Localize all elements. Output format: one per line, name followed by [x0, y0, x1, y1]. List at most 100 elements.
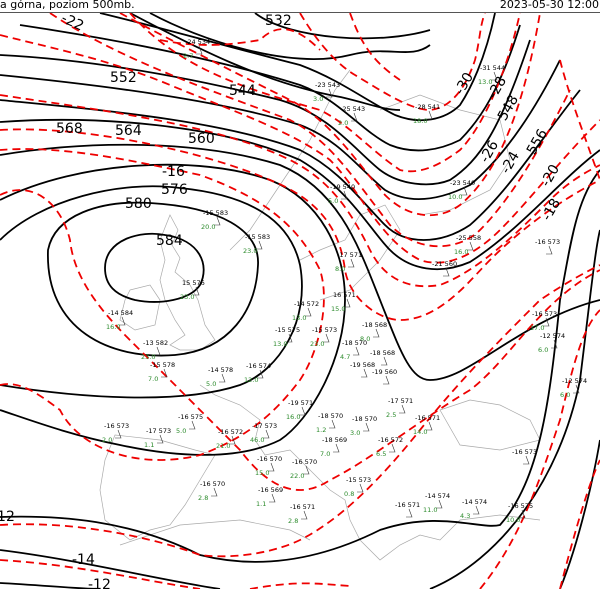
station-plot: -24 534 2.7 [183, 38, 210, 60]
isoline-568 [0, 143, 600, 381]
wind-barb-icon [257, 369, 264, 379]
station-plot: -17 571 8.0 [335, 251, 362, 273]
station-temp-height: -16 573 [532, 310, 557, 318]
station-plot: -15 575 13.0 [273, 326, 300, 348]
isoline-552 [0, 39, 531, 186]
wind-barb-icon [406, 508, 413, 518]
isotherm-minus12b [249, 582, 351, 589]
isotherm-minus18 [0, 128, 600, 321]
label-geopotential: 560 [188, 131, 215, 147]
station-plots: -24 534 2.7 -23 543 3.0 -25 543 2.0 -28 541 18.… [102, 38, 587, 525]
station-temp-height: -16 575 [508, 502, 533, 510]
station-temp-height: -17 571 [337, 251, 362, 259]
station-temp-height: -14 584 [108, 309, 133, 317]
wind-barb-icon [357, 483, 364, 493]
station-plot: -16 573 17.0 [530, 310, 557, 332]
station-plot: -15 573 0.8 [344, 476, 371, 498]
station-plot: -16 573 [512, 448, 537, 465]
station-secondary-value: 6.0 [560, 391, 570, 399]
station-plot: -14 574 11.0 [423, 492, 450, 514]
station-plot: -14 572 13.0 [292, 300, 319, 322]
station-temp-height: -17 573 [252, 422, 277, 430]
station-secondary-value: 8.0 [335, 265, 345, 273]
wind-barb-icon [363, 422, 370, 432]
wind-barb-icon [305, 307, 312, 317]
station-plot: -25 558 16.0 [454, 234, 481, 256]
wind-barb-icon [461, 186, 468, 196]
isotherm-minus26 [119, 13, 541, 217]
station-temp-height: -31 544 [480, 64, 505, 72]
station-plot: -23 543 3.0 [313, 81, 340, 103]
station-temp-height: 15 576 [182, 279, 205, 287]
station-temp-height: -24 534 [185, 38, 210, 46]
station-temp-height: -16 573 [535, 238, 560, 246]
isoline-540 [129, 13, 401, 111]
station-temp-height: -14 572 [294, 300, 319, 308]
station-secondary-value: 13.0 [273, 340, 287, 348]
station-plot: -16 571 [395, 501, 420, 518]
wind-barb-icon [381, 356, 388, 366]
map-title: a górna, poziom 500mb. [0, 0, 135, 11]
station-plot: -16 571 2.8 [288, 503, 315, 525]
isoline-south-2 [0, 229, 600, 589]
station-secondary-value: 6.0 [538, 346, 548, 354]
isotherm-minus24 [49, 13, 571, 247]
station-plot: -16 573 2.0 [102, 422, 129, 444]
station-secondary-value: 16.0 [106, 323, 120, 331]
station-secondary-value: 1.1 [256, 500, 266, 508]
isotherm-east [479, 309, 600, 589]
station-plot: -28 541 18.0 [413, 103, 440, 125]
station-secondary-value: 3.0 [350, 429, 360, 437]
station-secondary-value: 2.7 [183, 52, 193, 60]
station-plot: -14 578 5.0 [206, 366, 233, 388]
station-plot: -16 570 22.0 [290, 458, 317, 480]
station-secondary-value: 22.0 [290, 472, 304, 480]
label-geopotential: 556 [524, 126, 551, 157]
coastline-continent [199, 384, 541, 561]
wind-barb-icon [286, 333, 293, 343]
label-geopotential: 544 [229, 83, 256, 99]
station-temp-height: -16 573 [104, 422, 129, 430]
station-secondary-value: 46.0 [250, 436, 264, 444]
station-temp-height: -23 543 [315, 81, 340, 89]
station-secondary-value: 20.0 [201, 223, 215, 231]
station-secondary-value: 1.1 [144, 441, 154, 449]
wind-barb-icon [348, 258, 355, 268]
station-plot: -17 571 2.5 [386, 397, 413, 419]
station-plot: -15 573 23.0 [310, 326, 337, 348]
station-secondary-value: 17.0 [530, 324, 544, 332]
isotherm-minus20 [0, 94, 600, 288]
coastlines [99, 69, 541, 561]
station-temp-height: -18 568 [362, 321, 387, 329]
station-temp-height: -19 560 [372, 368, 397, 376]
label-geopotential: 564 [115, 123, 142, 139]
isoline-544 [99, 13, 496, 122]
station-plot: -18 568 [370, 349, 395, 366]
wind-barb-icon [426, 110, 433, 120]
wind-barb-icon [303, 465, 310, 475]
label-geopotential: 532 [265, 13, 292, 29]
station-secondary-value: 5.0 [176, 427, 186, 435]
station-temp-height: -16 570 [200, 480, 225, 488]
station-plot: -18 568 8.0 [360, 321, 387, 343]
station-secondary-value: 15.0 [255, 469, 269, 477]
station-secondary-value: 13.0 [292, 314, 306, 322]
station-plot: -16 570 2.8 [198, 480, 225, 502]
coastline-blacksea [439, 399, 541, 451]
station-temp-height: -19 568 [350, 361, 375, 369]
label-temperature: -30 [452, 70, 477, 98]
station-plot: -12 574 6.0 [538, 332, 565, 354]
wind-barb-icon [196, 45, 203, 55]
station-secondary-value: 23.0 [141, 353, 155, 361]
station-secondary-value: 4.3 [460, 512, 470, 520]
coastline-iberia [99, 434, 216, 541]
station-temp-height: -21 560 [432, 260, 457, 268]
station-secondary-value: 16.0 [286, 413, 300, 421]
station-secondary-value: 2.0 [102, 436, 112, 444]
station-temp-height: -15 578 [150, 361, 175, 369]
station-secondary-value: 18.0 [413, 117, 427, 125]
wind-barb-icon [263, 429, 270, 439]
label-temperature: -12 [0, 509, 15, 525]
isotherm-minus28 [129, 13, 521, 173]
station-temp-height: -14 574 [425, 492, 450, 500]
